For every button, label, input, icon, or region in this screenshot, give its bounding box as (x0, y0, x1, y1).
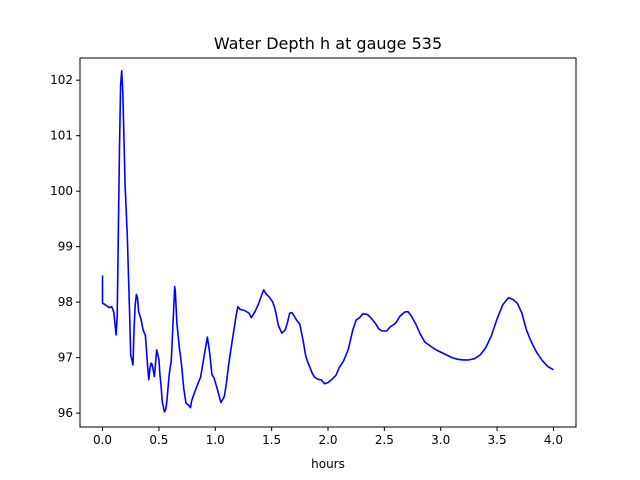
y-tick-label: 102 (50, 73, 73, 87)
x-axis: 0.0 0.5 1.0 1.5 2.0 2.5 3.0 3.5 4.0 (93, 427, 563, 447)
y-tick-label: 99 (58, 240, 73, 254)
y-tick-label: 96 (58, 406, 73, 420)
y-tick-label: 97 (58, 351, 73, 365)
x-tick-label: 2.5 (375, 433, 394, 447)
x-tick-label: 3.0 (431, 433, 450, 447)
y-axis: 96 97 98 99 100 101 102 (50, 73, 80, 420)
x-tick-label: 0.5 (149, 433, 168, 447)
y-tick-label: 100 (50, 184, 73, 198)
chart-title: Water Depth h at gauge 535 (214, 34, 442, 53)
axes-frame (79, 57, 577, 428)
x-tick-label: 3.5 (488, 433, 507, 447)
x-tick-label: 0.0 (93, 433, 112, 447)
x-tick-label: 1.0 (206, 433, 225, 447)
x-tick-label: 1.5 (262, 433, 281, 447)
y-tick-label: 98 (58, 295, 73, 309)
x-tick-label: 4.0 (544, 433, 563, 447)
y-tick-label: 101 (50, 129, 73, 143)
x-axis-label: hours (311, 457, 345, 471)
plot-area (101, 70, 554, 413)
series-line-0 (101, 70, 554, 413)
x-tick-label: 2.0 (318, 433, 337, 447)
